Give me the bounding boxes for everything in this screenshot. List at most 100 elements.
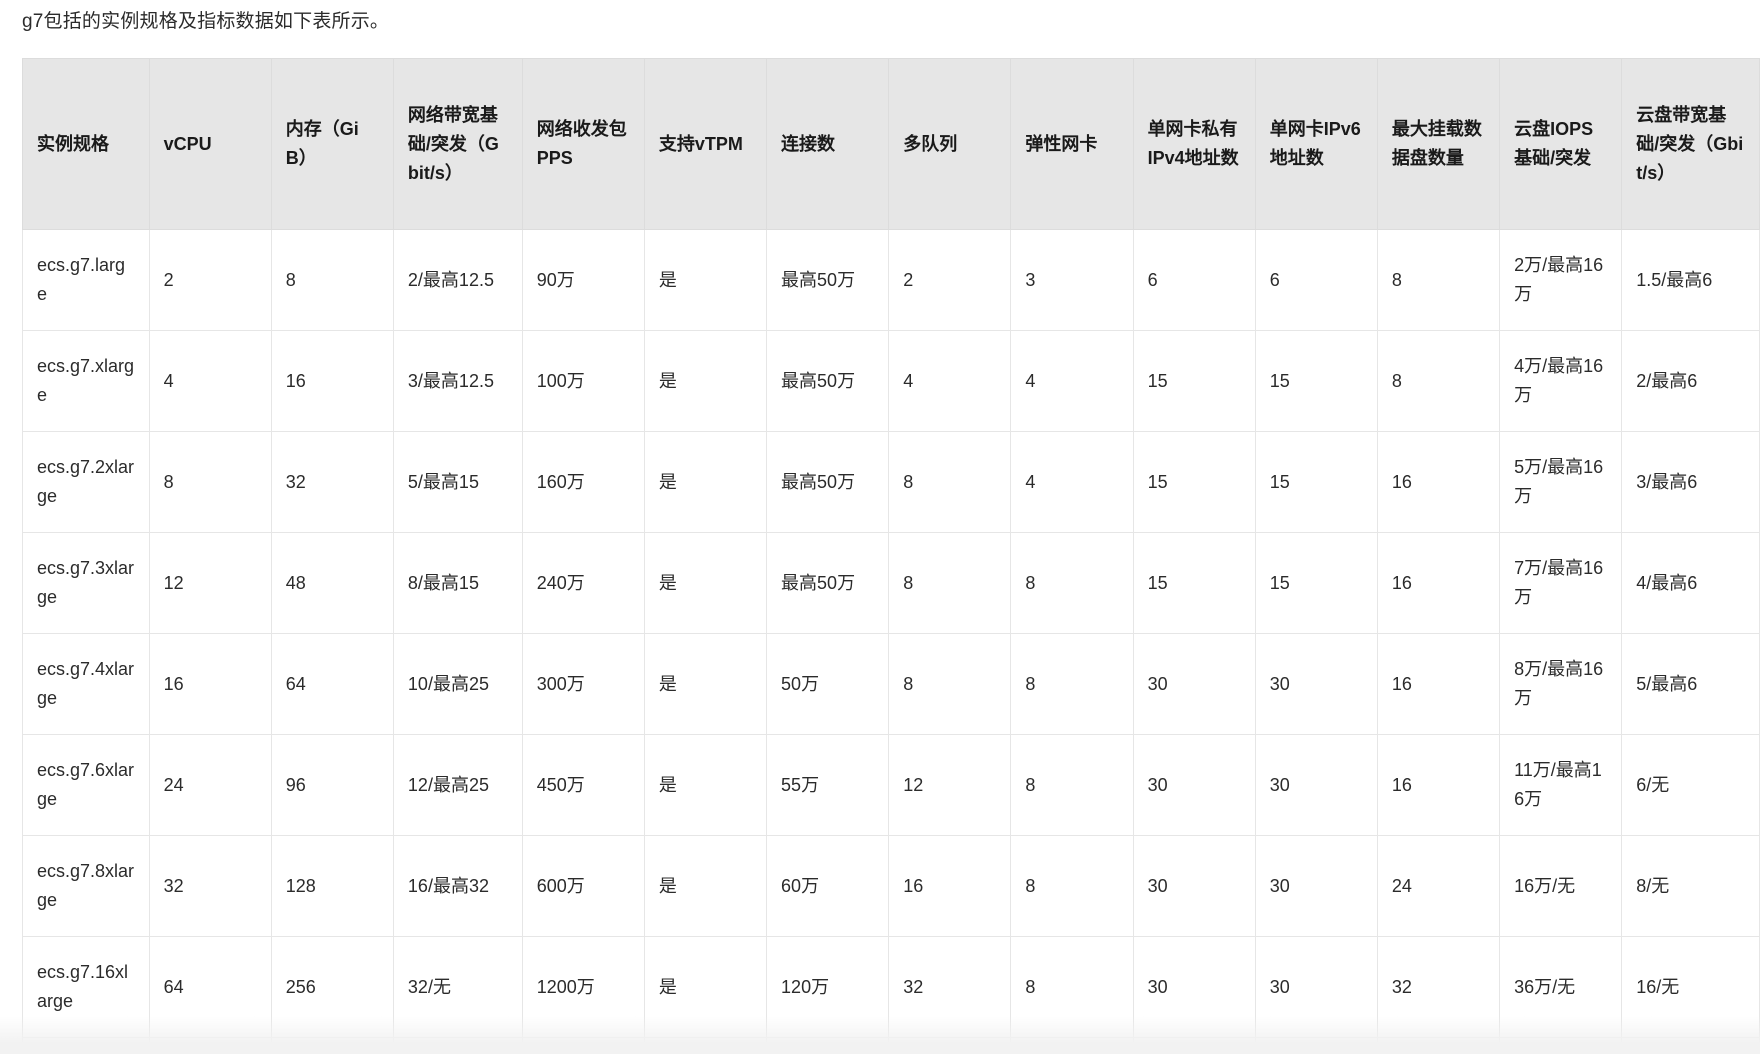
table-row: ecs.g7.32xlarge12851264/无2400万是240万32153… — [22, 1037, 1760, 1054]
cell-instance-type: ecs.g7.2xlarge — [22, 431, 150, 533]
cell-vcpu: 24 — [148, 734, 272, 836]
cell-network-bandwidth: 32/无 — [392, 936, 523, 1038]
cell-multi-queue: 2 — [888, 229, 1012, 331]
cell-ipv6-per-eni: 15 — [1254, 330, 1378, 432]
cell-instance-type: ecs.g7.large — [22, 229, 150, 331]
cell-ipv6-per-eni: 30 — [1254, 734, 1378, 836]
cell-multi-queue: 8 — [888, 532, 1012, 634]
cell-network-bandwidth: 2/最高12.5 — [392, 229, 523, 331]
cell-network-pps: 600万 — [521, 835, 645, 937]
cell-instance-type: ecs.g7.32xlarge — [22, 1037, 150, 1054]
cell-ipv6-per-eni: 15 — [1254, 532, 1378, 634]
cell-connections: 55万 — [766, 734, 890, 836]
column-header-vcpu: vCPU — [148, 58, 272, 230]
cell-multi-queue: 16 — [888, 835, 1012, 937]
cell-eni: 3 — [1010, 229, 1134, 331]
cell-network-pps: 240万 — [521, 532, 645, 634]
cell-connections: 60万 — [766, 835, 890, 937]
cell-network-pps: 90万 — [521, 229, 645, 331]
cell-disk-iops: 16万/无 — [1499, 835, 1623, 937]
cell-connections: 120万 — [766, 936, 890, 1038]
cell-vcpu: 64 — [148, 936, 272, 1038]
cell-ipv4-per-eni: 15 — [1132, 431, 1256, 533]
cell-ipv4-per-eni: 30 — [1132, 835, 1256, 937]
cell-max-data-disks: 8 — [1376, 330, 1501, 432]
table-row: ecs.g7.4xlarge 16 64 10/最高25 300万是 50万 8 8 30 30 1… — [22, 633, 1760, 735]
cell-disk-bandwidth: 6/无 — [1621, 734, 1760, 836]
cell-instance-type: ecs.g7.3xlarge — [22, 532, 150, 634]
column-header-vtpm-support: 支持vTPM — [643, 58, 768, 230]
cell-ipv4-per-eni: 15 — [1132, 330, 1256, 432]
table-row: ecs.g7.6xlarge 24 96 12/最高25 450万是 55万 12 8 30 30… — [22, 734, 1760, 836]
cell-multi-queue: 8 — [888, 431, 1012, 533]
cell-memory: 64 — [270, 633, 394, 735]
cell-disk-iops: 60万/无 — [1499, 1037, 1623, 1054]
cell-multi-queue: 4 — [888, 330, 1012, 432]
cell-eni: 15 — [1010, 1037, 1134, 1054]
cell-disk-iops: 7万/最高16万 — [1499, 532, 1623, 634]
cell-ipv6-per-eni: 30 — [1254, 835, 1378, 937]
cell-instance-type: ecs.g7.8xlarge — [22, 835, 150, 937]
cell-memory: 512 — [270, 1037, 394, 1054]
cell-multi-queue: 12 — [888, 734, 1012, 836]
cell-memory: 16 — [270, 330, 394, 432]
column-header-max-data-disks: 最大挂载数据盘数量 — [1376, 58, 1501, 230]
cell-network-bandwidth: 8/最高15 — [392, 532, 523, 634]
cell-network-bandwidth: 3/最高12.5 — [392, 330, 523, 432]
cell-memory: 48 — [270, 532, 394, 634]
cell-network-bandwidth: 5/最高15 — [392, 431, 523, 533]
column-header-ipv6-per-eni: 单网卡IPv6地址数 — [1254, 58, 1378, 230]
cell-ipv6-per-eni: 15 — [1254, 431, 1378, 533]
cell-network-pps: 2400万 — [521, 1037, 645, 1054]
cell-multi-queue: 8 — [888, 633, 1012, 735]
cell-ipv6-per-eni: 6 — [1254, 229, 1378, 331]
table-row: ecs.g7.3xlarge 12 48 8/最高15 240万是最高50万 8 8 15 15… — [22, 532, 1760, 634]
cell-memory: 256 — [270, 936, 394, 1038]
cell-vtpm-support: 是 — [643, 734, 768, 836]
cell-disk-bandwidth: 16/无 — [1621, 936, 1760, 1038]
cell-network-bandwidth: 64/无 — [392, 1037, 523, 1054]
cell-max-data-disks: 32 — [1376, 1037, 1501, 1054]
cell-vtpm-support: 是 — [643, 1037, 768, 1054]
cell-vcpu: 4 — [148, 330, 272, 432]
cell-disk-iops: 8万/最高16万 — [1499, 633, 1623, 735]
cell-disk-iops: 2万/最高16万 — [1499, 229, 1623, 331]
cell-max-data-disks: 24 — [1376, 835, 1501, 937]
cell-disk-iops: 4万/最高16万 — [1499, 330, 1623, 432]
table-row: ecs.g7.16xlarge 64 256 32/无 1200万是 120万 32 8 30 3… — [22, 936, 1760, 1038]
cell-instance-type: ecs.g7.4xlarge — [22, 633, 150, 735]
cell-vtpm-support: 是 — [643, 835, 768, 937]
cell-vtpm-support: 是 — [643, 532, 768, 634]
cell-memory: 32 — [270, 431, 394, 533]
cell-network-pps: 160万 — [521, 431, 645, 533]
cell-vtpm-support: 是 — [643, 229, 768, 331]
cell-multi-queue: 32 — [888, 1037, 1012, 1054]
cell-disk-iops: 36万/无 — [1499, 936, 1623, 1038]
cell-vcpu: 2 — [148, 229, 272, 331]
cell-connections: 240万 — [766, 1037, 890, 1054]
cell-eni: 8 — [1010, 734, 1134, 836]
cell-eni: 8 — [1010, 633, 1134, 735]
cell-connections: 最高50万 — [766, 532, 890, 634]
cell-disk-bandwidth: 8/无 — [1621, 835, 1760, 937]
table-header-row: 实例规格 vCPU 内存（GiB） 网络带宽基础/突发（Gbit/s） 网络收发… — [22, 58, 1760, 230]
cell-network-pps: 100万 — [521, 330, 645, 432]
cell-max-data-disks: 16 — [1376, 633, 1501, 735]
cell-vcpu: 8 — [148, 431, 272, 533]
cell-network-bandwidth: 10/最高25 — [392, 633, 523, 735]
table-row: ecs.g7.xlarge 4 16 3/最高12.5 100万是最高50万 4 4 15 15… — [22, 330, 1760, 432]
cell-instance-type: ecs.g7.xlarge — [22, 330, 150, 432]
cell-vcpu: 16 — [148, 633, 272, 735]
cell-instance-type: ecs.g7.6xlarge — [22, 734, 150, 836]
cell-instance-type: ecs.g7.16xlarge — [22, 936, 150, 1038]
table-row: ecs.g7.large 2 8 2/最高12.5 90万是最高50万 2 3 6 6 8 2万/最… — [22, 229, 1760, 331]
cell-vcpu: 128 — [148, 1037, 272, 1054]
column-header-disk-bandwidth: 云盘带宽基础/突发（Gbit/s） — [1621, 58, 1760, 230]
cell-connections: 最高50万 — [766, 229, 890, 331]
table-body: ecs.g7.large 2 8 2/最高12.5 90万是最高50万 2 3 6 6 8 2万/最… — [22, 229, 1760, 1054]
cell-network-pps: 450万 — [521, 734, 645, 836]
cell-network-pps: 1200万 — [521, 936, 645, 1038]
cell-eni: 8 — [1010, 835, 1134, 937]
cell-max-data-disks: 16 — [1376, 431, 1501, 533]
cell-memory: 8 — [270, 229, 394, 331]
